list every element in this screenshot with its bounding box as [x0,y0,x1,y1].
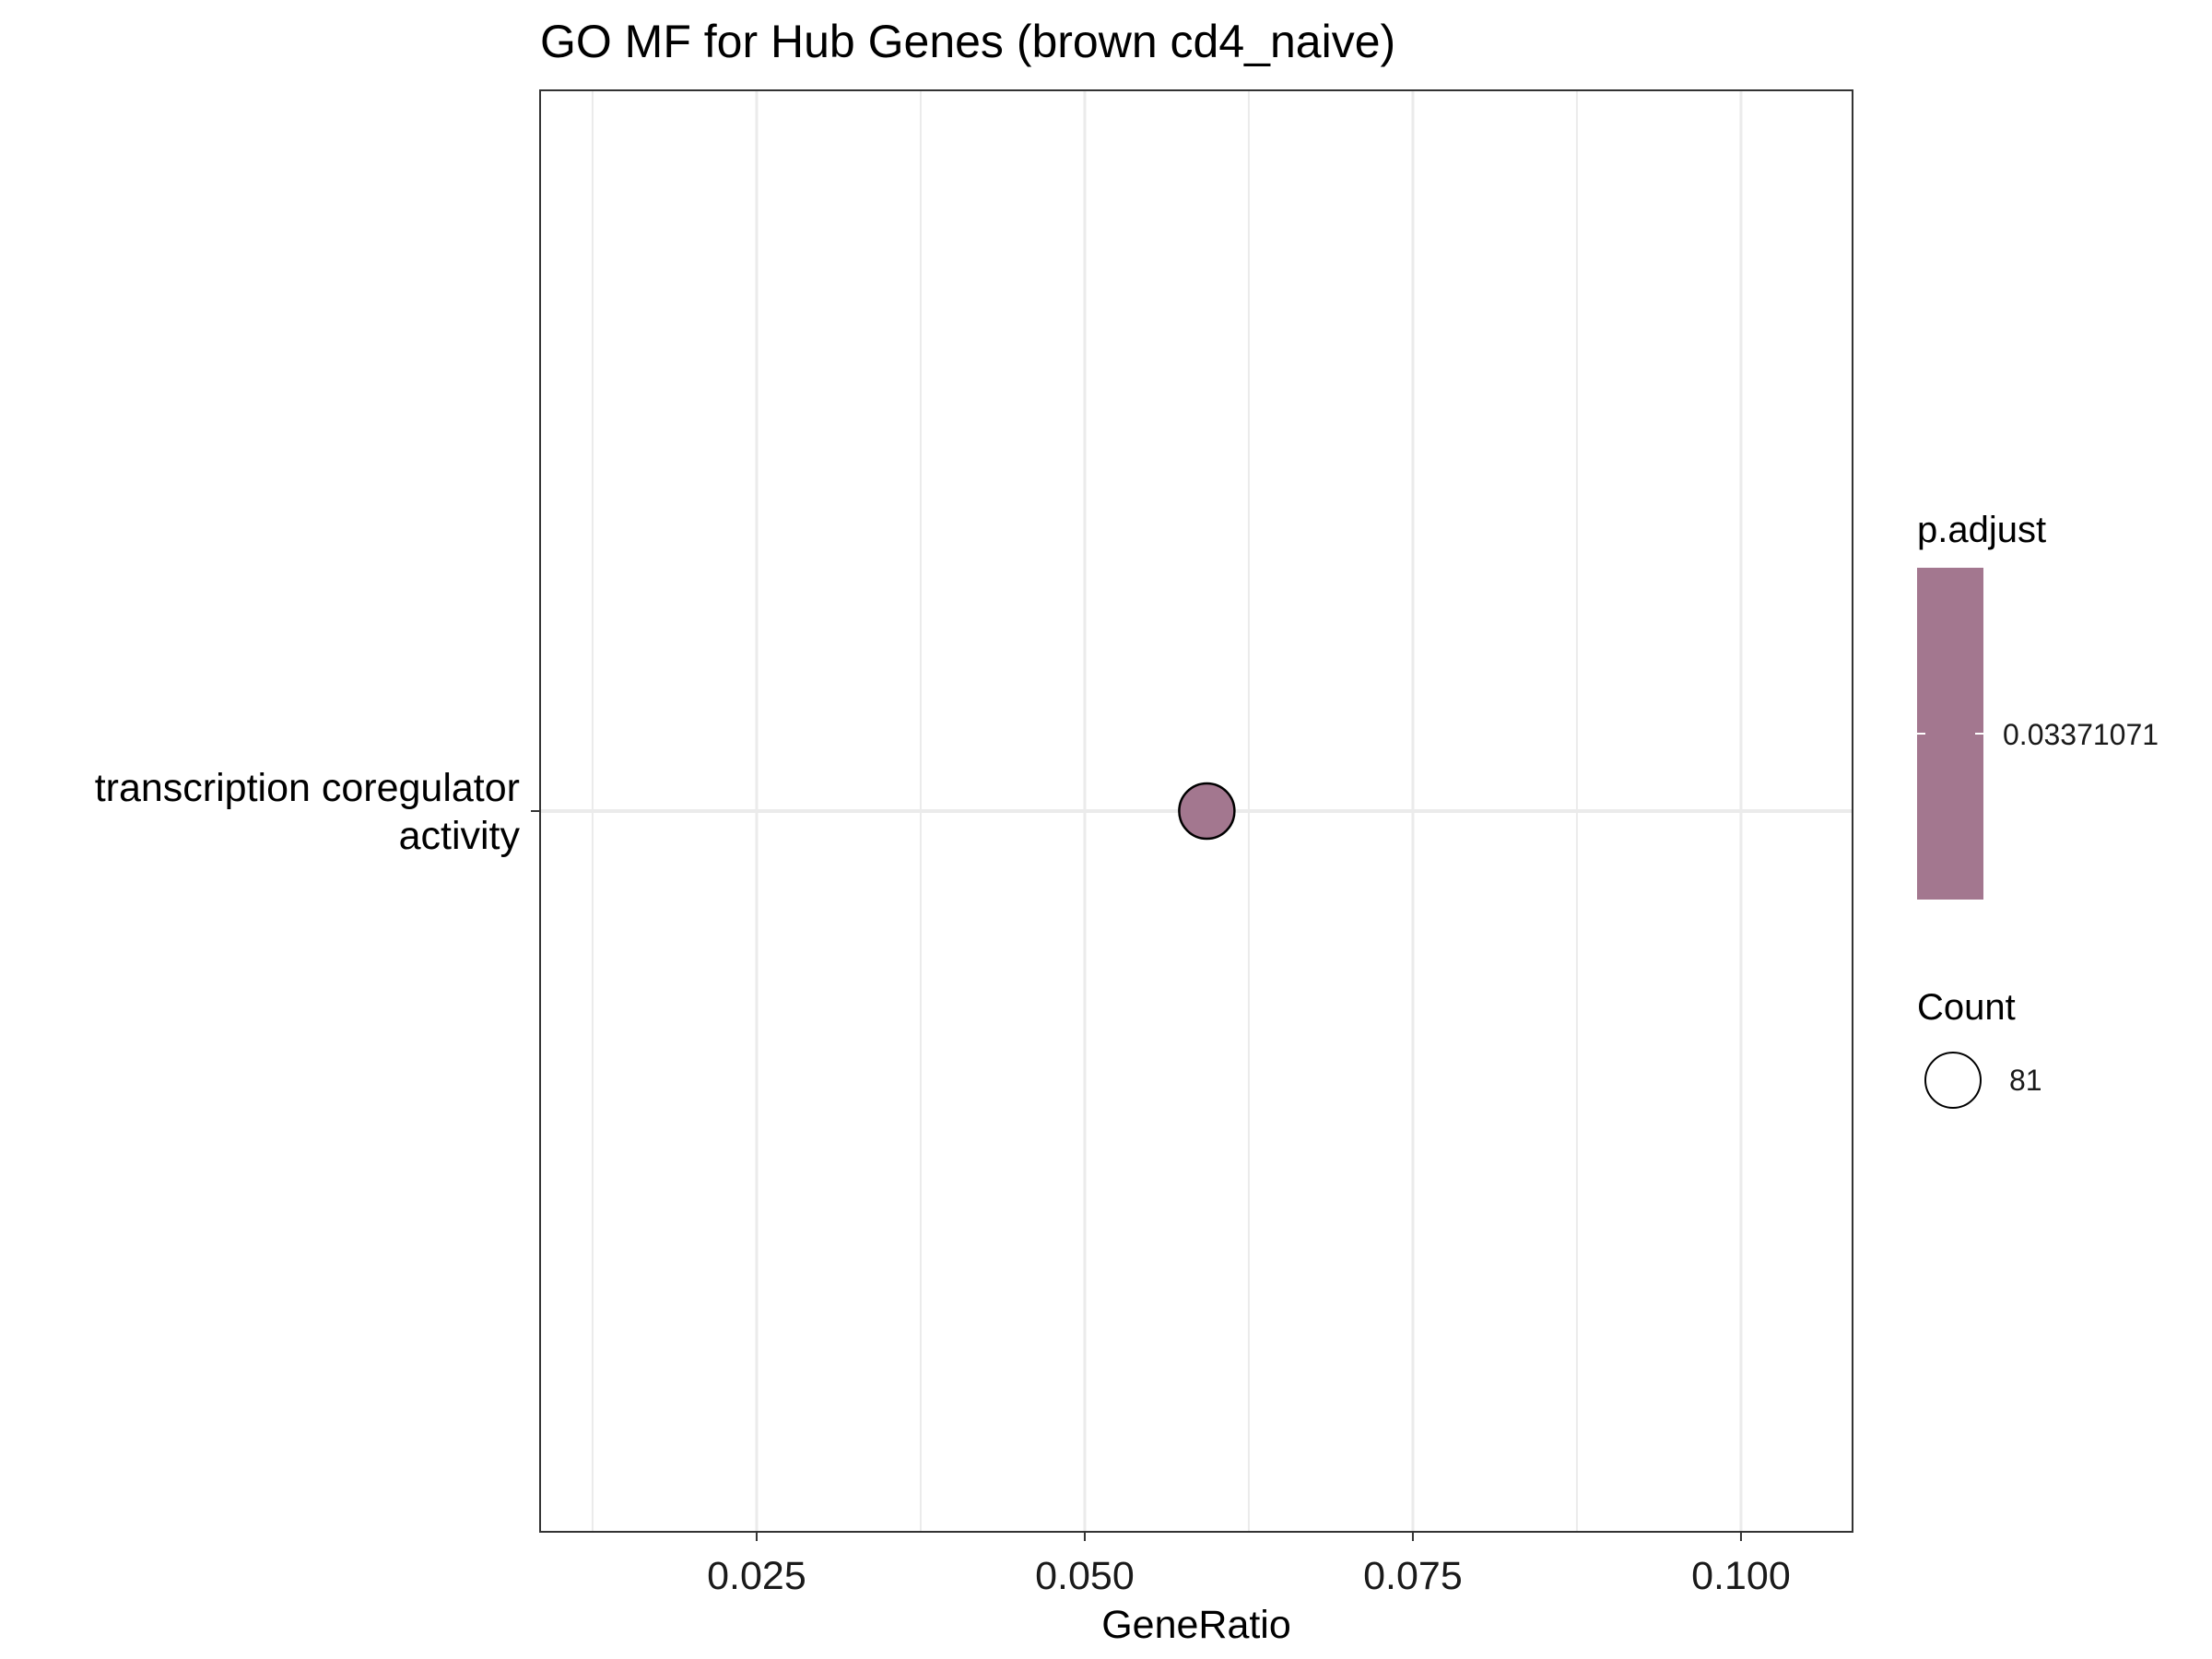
y-category-label: transcription coregulator activity [95,766,521,858]
legend-color-title: p.adjust [1917,510,2046,550]
data-point [1178,782,1236,841]
chart-title: GO MF for Hub Genes (brown cd4_naive) [540,16,1395,67]
y-category-label-line: activity [399,814,521,858]
legend-size-title: Count [1917,987,2016,1028]
x-axis: 0.025 0.050 0.075 0.100 [707,1532,1791,1598]
data-points [1178,782,1236,841]
legend-size-label: 81 [2009,1064,2042,1097]
x-tick-label: 0.100 [1691,1554,1791,1598]
y-category-label-line: transcription coregulator [95,766,520,810]
x-tick-label: 0.050 [1035,1554,1135,1598]
x-tick-label: 0.025 [707,1554,806,1598]
x-tick-label: 0.075 [1363,1554,1463,1598]
y-axis: transcription coregulator activity [95,766,540,858]
legend-colorbar [1917,568,1983,900]
legend-size-key [1924,1052,1982,1109]
legend-colorbar-label: 0.03371071 [2003,718,2159,751]
x-axis-title: GeneRatio [1101,1603,1291,1647]
legend: p.adjust 0.03371071 Count 81 [1917,510,2159,1109]
